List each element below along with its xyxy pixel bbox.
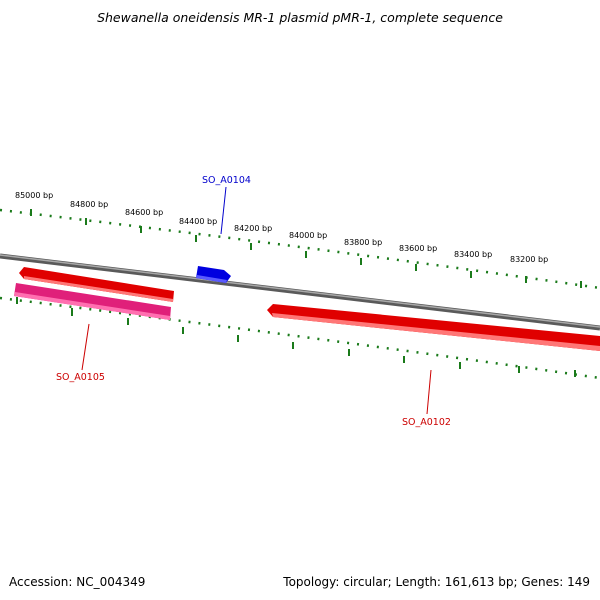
gene-label-SO_A0104[interactable]: SO_A0104 — [202, 175, 251, 186]
major-ticks — [16, 209, 582, 377]
gene-SO_A0102[interactable] — [267, 304, 600, 351]
map-title: Shewanella oneidensis MR-1 plasmid pMR-1… — [97, 10, 503, 25]
tick-label: 83200 bp — [510, 255, 548, 264]
tick-label: 84800 bp — [70, 200, 108, 209]
gene-SO_A0105-red[interactable] — [19, 267, 174, 302]
tick-labels: 85000 bp 84800 bp 84600 bp 84400 bp 8420… — [15, 191, 548, 264]
gene-label-SO_A0102[interactable]: SO_A0102 — [402, 417, 451, 428]
tick-label: 84600 bp — [125, 208, 163, 217]
tick-label: 84200 bp — [234, 224, 272, 233]
outer-tick-track — [0, 208, 600, 290]
tick-label: 83600 bp — [399, 244, 437, 253]
gene-SO_A0104[interactable] — [196, 266, 231, 283]
topology-stats: Topology: circular; Length: 161,613 bp; … — [283, 575, 590, 589]
tick-label: 83400 bp — [454, 250, 492, 259]
inner-tick-track — [0, 296, 600, 380]
tick-label: 84400 bp — [179, 217, 217, 226]
tick-label: 83800 bp — [344, 238, 382, 247]
gene-label-SO_A0105[interactable]: SO_A0105 — [56, 372, 105, 383]
tick-label: 84000 bp — [289, 231, 327, 240]
gene-leaders — [81, 186, 432, 415]
backbone — [0, 253, 600, 331]
tick-label: 85000 bp — [15, 191, 53, 200]
gene-SO_A0105-pink[interactable] — [14, 283, 171, 320]
accession-text: Accession: NC_004349 — [9, 575, 146, 589]
